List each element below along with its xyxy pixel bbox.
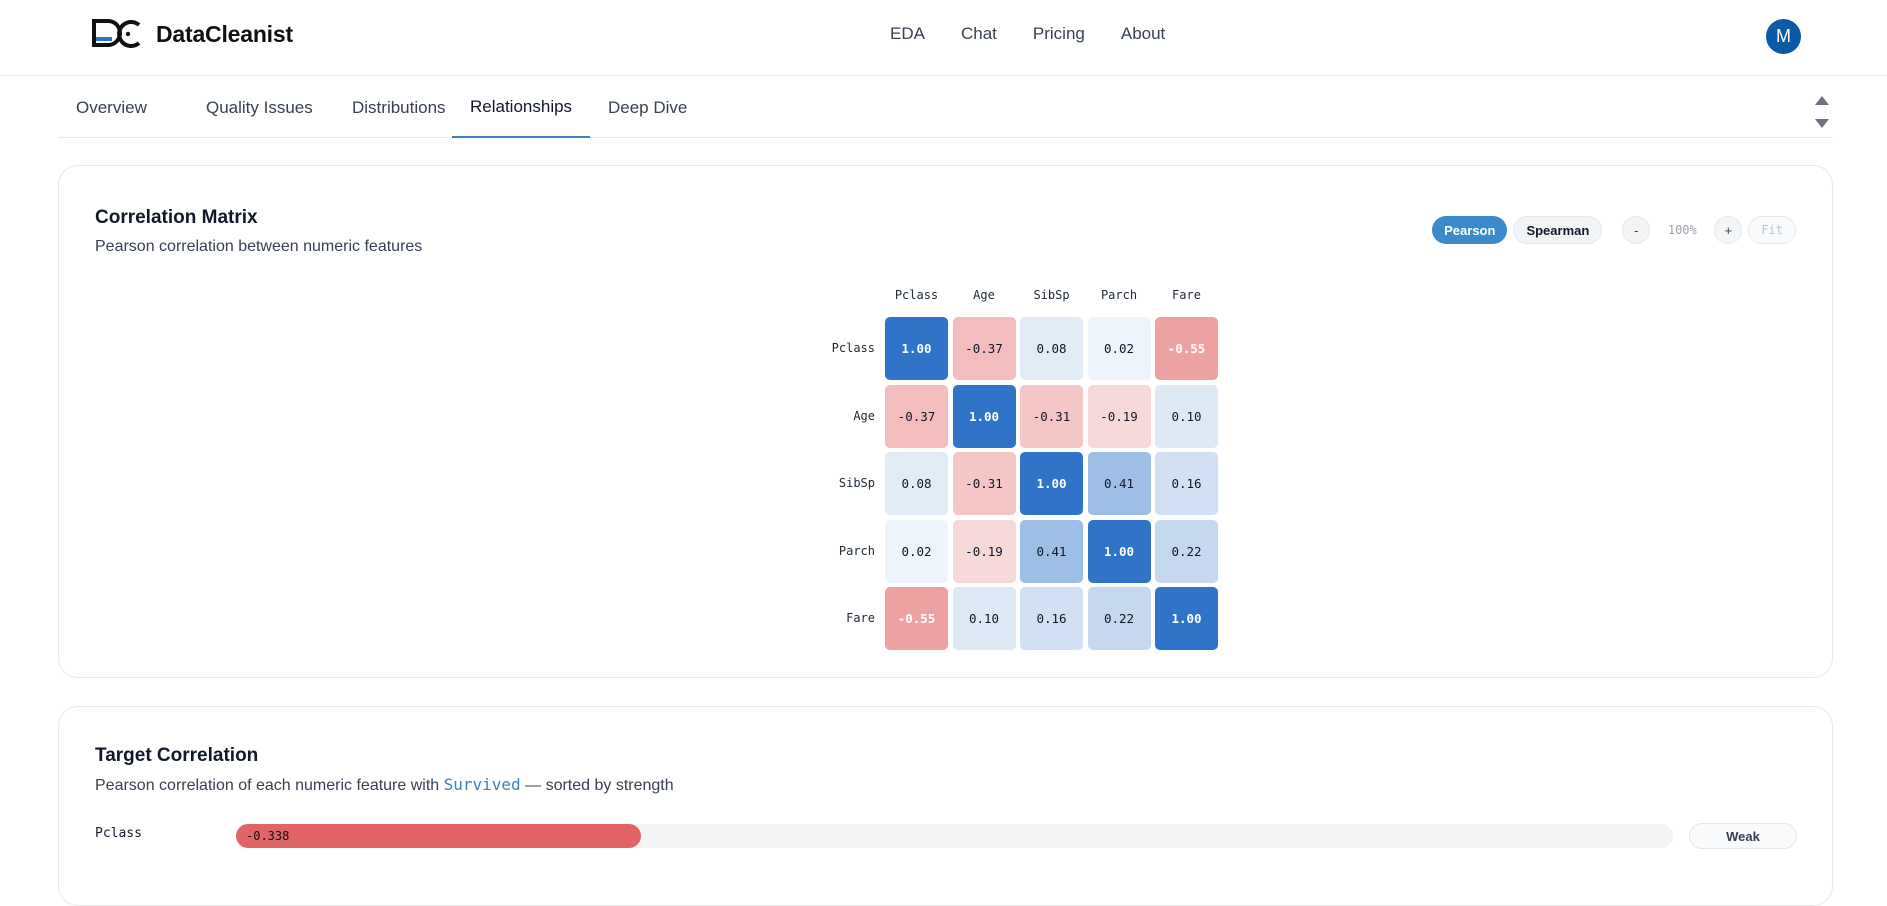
subtitle-suffix: — sorted by strength [520, 777, 674, 794]
heatmap-row-label: Age [853, 408, 875, 423]
heatmap-cell[interactable]: 1.00 [952, 384, 1016, 448]
heatmap-cell[interactable]: 0.02 [885, 519, 948, 583]
tab-quality-issues[interactable]: Quality Issues [206, 97, 313, 117]
target-bar-value: -0.338 [246, 829, 290, 843]
heatmap-cell[interactable]: -0.19 [952, 519, 1016, 583]
spearman-button[interactable]: Spearman [1513, 216, 1603, 244]
heatmap-col-label: Pclass [894, 288, 939, 302]
heatmap-cell[interactable]: 0.16 [1155, 452, 1218, 515]
tab-deep-dive[interactable]: Deep Dive [608, 97, 688, 117]
heatmap-cell[interactable]: -0.31 [1020, 384, 1083, 448]
strength-badge: Weak [1689, 823, 1797, 849]
heatmap-cell[interactable]: -0.31 [952, 452, 1016, 515]
heatmap-row-label: Fare [846, 611, 875, 625]
top-navbar: DataCleanist EDA Chat Pricing About M [0, 0, 1887, 76]
scroll-controls [1815, 96, 1833, 142]
heatmap-row-label: SibSp [838, 476, 875, 490]
heatmap-row-label: Pclass [831, 341, 875, 355]
heatmap-cell[interactable]: 0.41 [1087, 452, 1151, 515]
correlation-subtitle: Pearson correlation between numeric feat… [95, 238, 423, 255]
heatmap-cell[interactable]: -0.55 [885, 587, 948, 650]
heatmap-cell[interactable]: 0.41 [1020, 519, 1083, 583]
target-bar-label: Pclass [95, 826, 142, 841]
heatmap-cell[interactable]: 1.00 [1155, 587, 1218, 650]
heatmap-cell[interactable]: -0.55 [1155, 317, 1218, 380]
heatmap-cell[interactable]: -0.19 [1087, 384, 1151, 448]
heatmap-col-label: Fare [1172, 288, 1201, 302]
correlation-matrix-card: Correlation Matrix Pearson correlation b… [58, 165, 1833, 678]
app-name: DataCleanist [156, 20, 293, 47]
zoom-out-button[interactable]: - [1622, 216, 1651, 244]
scroll-down-icon[interactable] [1815, 119, 1829, 128]
target-bar-track: -0.338 [236, 824, 1673, 848]
correlation-heatmap: Pclass Age SibSp Parch Fare Pclass 1.00 -0.37 0.… [759, 286, 1239, 666]
heatmap-cell[interactable]: 1.00 [1020, 452, 1083, 515]
pearson-button[interactable]: Pearson [1432, 216, 1508, 244]
heatmap-row-label: Parch [838, 543, 875, 558]
tab-overview[interactable]: Overview [76, 97, 147, 117]
heatmap-cell[interactable]: 0.22 [1087, 587, 1151, 650]
heatmap-cell[interactable]: 0.08 [885, 452, 948, 515]
heatmap-cell[interactable]: 0.22 [1155, 519, 1218, 583]
nav-about[interactable]: About [1120, 24, 1166, 43]
heatmap-cell[interactable]: 0.10 [952, 587, 1016, 650]
matrix-controls: Pearson Spearman - 100% + Fit [1432, 216, 1796, 244]
heatmap-col-label: SibSp [1033, 288, 1070, 302]
nav-chat[interactable]: Chat [960, 24, 997, 43]
tab-distributions[interactable]: Distributions [352, 97, 446, 117]
tab-relationships[interactable]: Relationships [452, 77, 591, 138]
correlation-title: Correlation Matrix [95, 207, 258, 228]
target-correlation-card: Target Correlation Pearson correlation o… [58, 706, 1833, 906]
heatmap-col-label: Age [973, 288, 995, 302]
heatmap-col-label: Parch [1100, 288, 1138, 302]
nav-pricing[interactable]: Pricing [1032, 24, 1085, 43]
datacleanist-logo [92, 19, 141, 48]
heatmap-cell[interactable]: 0.08 [1020, 317, 1083, 380]
heatmap-cell[interactable]: -0.37 [885, 384, 948, 448]
nav-eda[interactable]: EDA [890, 24, 925, 43]
target-variable: Survived [443, 775, 521, 794]
subtitle-prefix: Pearson correlation of each numeric feat… [95, 777, 444, 794]
heatmap-cell[interactable]: 1.00 [1087, 519, 1151, 583]
main-nav: EDA Chat Pricing About [890, 24, 1165, 44]
heatmap-cell[interactable]: 0.02 [1087, 317, 1151, 380]
fit-button[interactable]: Fit [1748, 216, 1796, 244]
zoom-in-button[interactable]: + [1714, 216, 1743, 244]
zoom-level: 100% [1667, 223, 1697, 237]
target-bar-fill [236, 824, 641, 848]
target-title: Target Correlation [95, 745, 259, 766]
heatmap-cell[interactable]: -0.37 [952, 317, 1016, 380]
heatmap-cell[interactable]: 0.16 [1020, 587, 1083, 650]
heatmap-cell[interactable]: 0.10 [1155, 384, 1218, 448]
brand[interactable]: DataCleanist [92, 18, 293, 50]
heatmap-cell[interactable]: 1.00 [885, 317, 948, 380]
target-subtitle: Pearson correlation of each numeric feat… [95, 775, 674, 795]
scroll-up-icon[interactable] [1815, 96, 1829, 105]
tab-bar: Overview Quality Issues Distributions Re… [58, 77, 1833, 138]
user-avatar[interactable]: M [1766, 19, 1801, 54]
